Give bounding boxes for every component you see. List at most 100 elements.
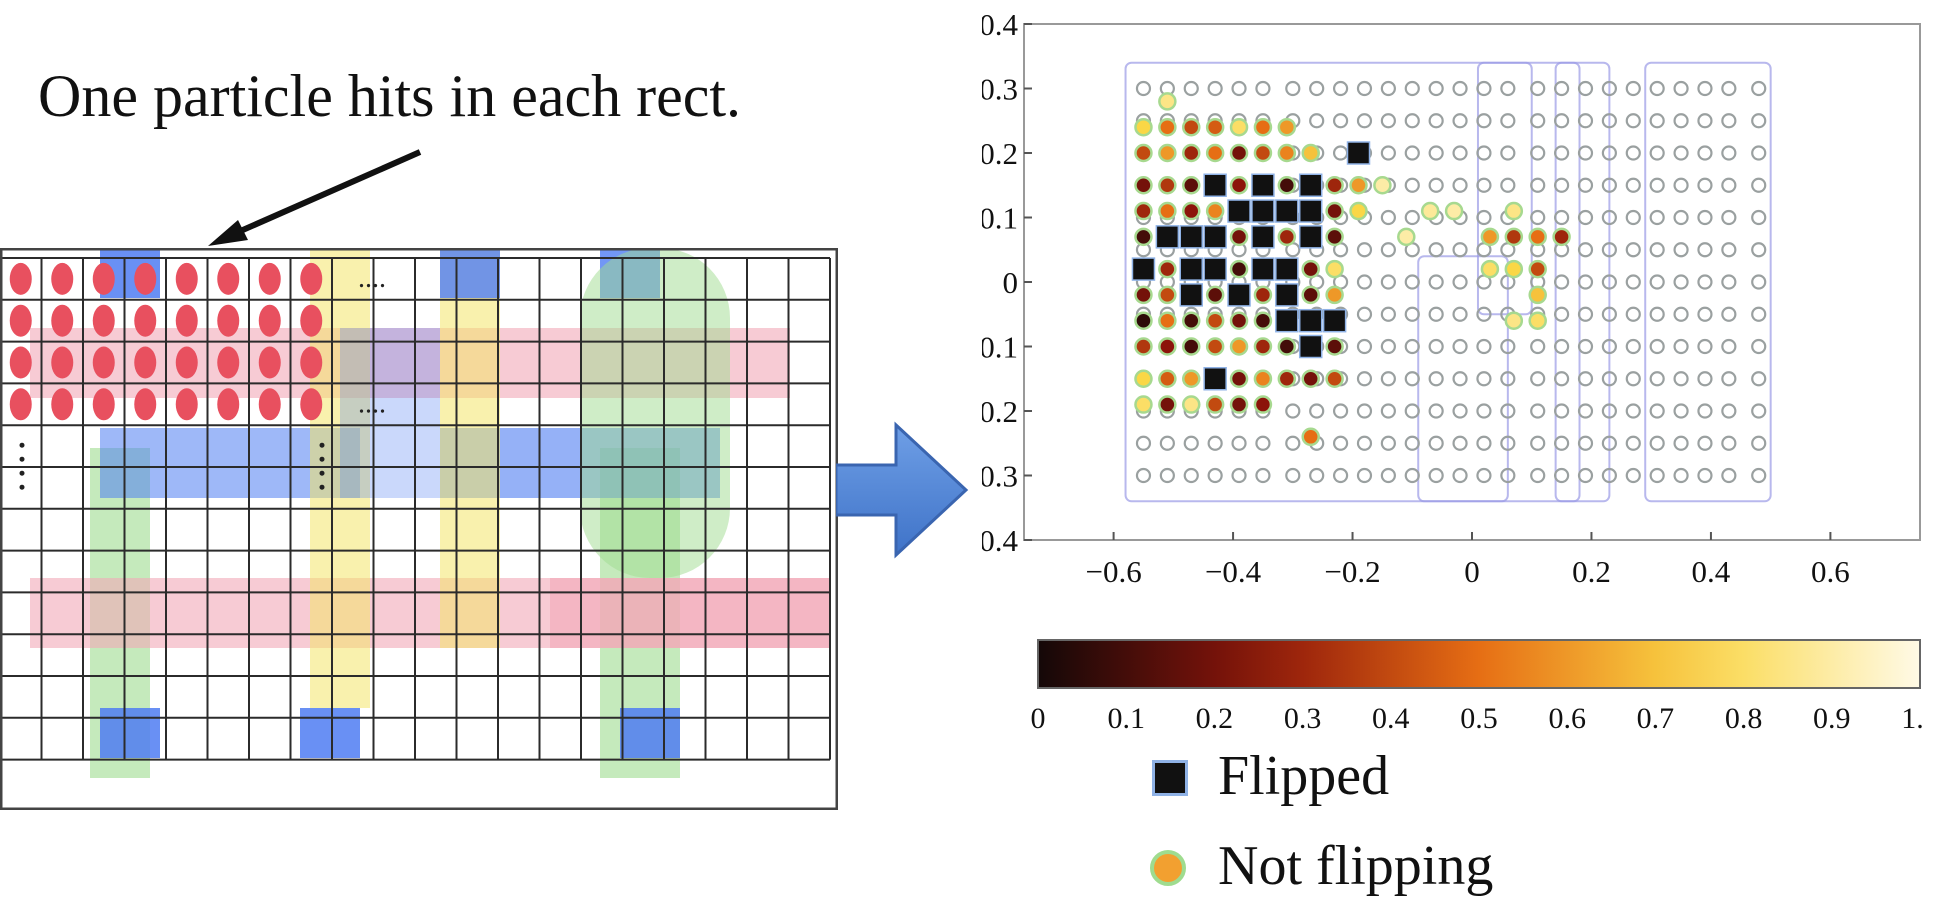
- grid-site: [1697, 338, 1713, 355]
- not-flipping-point: [1134, 311, 1153, 330]
- grid-site: [1673, 242, 1689, 258]
- not-flipping-point: [1301, 369, 1320, 388]
- colorbar-tick-label: 0.3: [1284, 702, 1322, 735]
- grid-site: [1721, 306, 1737, 322]
- grid-site: [1332, 435, 1349, 451]
- grid-site: [1285, 80, 1301, 97]
- colorbar-tick-label: 0.6: [1548, 702, 1586, 735]
- grid-site: [1476, 435, 1492, 451]
- not-flipping-point: [1182, 337, 1201, 356]
- not-flipping-point: [1229, 395, 1249, 414]
- grid-site: [1452, 306, 1468, 322]
- grid-site: [1356, 306, 1373, 322]
- grid-site: [1530, 113, 1546, 129]
- x-tick-label: 0.6: [1811, 554, 1850, 589]
- grid-site: [1404, 403, 1420, 419]
- grid-site: [1530, 209, 1546, 226]
- grid-site: [1751, 306, 1767, 322]
- grid-site: [1428, 467, 1444, 484]
- grid-site: [1649, 371, 1665, 387]
- particle-dot: [258, 304, 281, 337]
- flipped-point: [1298, 225, 1323, 249]
- x-tick-label: −0.4: [1205, 554, 1262, 589]
- grid-site: [1721, 371, 1737, 387]
- particle-dot: [134, 388, 157, 421]
- not-flipping-point: [1301, 285, 1320, 305]
- grid-site: [1751, 80, 1767, 97]
- not-flipping-point: [1134, 176, 1153, 195]
- not-flipping-point: [1229, 227, 1249, 247]
- not-flipping-point: [1182, 369, 1201, 388]
- grid-site: [1476, 371, 1492, 387]
- grid-site: [1553, 467, 1570, 484]
- grid-site: [1721, 242, 1737, 258]
- not-flipping-point: [1134, 369, 1153, 388]
- not-flipping-point: [1325, 337, 1344, 356]
- grid-site: [1356, 113, 1373, 129]
- flipped-point: [1251, 225, 1275, 249]
- grid-site: [1577, 209, 1594, 226]
- legend-not-flipping-marker: [1150, 850, 1186, 886]
- not-flipping-point: [1480, 259, 1500, 279]
- layout-region: [440, 248, 500, 298]
- grid-site: [1751, 467, 1767, 484]
- not-flipping-point: [1301, 143, 1320, 163]
- grid-site: [1601, 113, 1617, 129]
- grid-site: [1428, 338, 1444, 355]
- not-flipping-point: [1325, 201, 1344, 221]
- grid-site: [1697, 371, 1713, 387]
- grid-site: [1356, 403, 1373, 419]
- layout-region: [100, 708, 160, 758]
- grid-site: [1231, 435, 1247, 451]
- not-flipping-point: [1277, 369, 1297, 388]
- grid-site: [1577, 177, 1594, 193]
- grid-site: [1428, 80, 1444, 97]
- not-flipping-point: [1504, 259, 1524, 279]
- grid-site: [1577, 145, 1594, 161]
- not-flipping-point: [1325, 369, 1344, 388]
- grid-site: [1207, 435, 1223, 451]
- not-flipping-point: [1134, 117, 1153, 137]
- grid-site: [1530, 467, 1546, 484]
- grid-site: [1428, 435, 1444, 451]
- grid-site: [1625, 403, 1641, 419]
- colorbar-tick-label: 0.7: [1637, 702, 1675, 735]
- grid-site: [1721, 113, 1737, 129]
- grid-site: [1530, 338, 1546, 355]
- particle-dot: [300, 262, 323, 295]
- grid-site: [1697, 177, 1713, 193]
- vertical-ellipsis-dot: [319, 470, 325, 476]
- x-tick-label: −0.2: [1324, 554, 1380, 589]
- legend-not-flipping-label: Not flipping: [1218, 835, 1494, 897]
- grid-site: [1697, 306, 1713, 322]
- legend-flipped-label: Flipped: [1218, 745, 1390, 807]
- flipped-point: [1155, 225, 1180, 249]
- grid-site: [1649, 242, 1665, 258]
- grid-site: [1207, 467, 1223, 484]
- colorbar-tick-label: 0: [1031, 702, 1046, 735]
- grid-site: [1380, 467, 1396, 484]
- grid-site: [1476, 113, 1492, 129]
- grid-site: [1380, 338, 1396, 355]
- grid-site: [1601, 274, 1617, 290]
- particle-dot: [51, 304, 74, 337]
- grid-site: [1476, 403, 1492, 419]
- particle-dot: [300, 304, 323, 337]
- legend-flipped-marker: [1152, 760, 1188, 796]
- grid-site: [1530, 177, 1546, 193]
- grid-site: [1428, 371, 1444, 387]
- not-flipping-point: [1420, 201, 1440, 221]
- grid-site: [1476, 145, 1492, 161]
- not-flipping-point: [1480, 227, 1500, 247]
- ellipsis-mark: ....: [358, 388, 386, 419]
- not-flipping-point: [1205, 201, 1225, 221]
- not-flipping-point: [1158, 201, 1177, 221]
- grid-site: [1751, 242, 1767, 258]
- grid-site: [1649, 113, 1665, 129]
- grid-site: [1625, 274, 1641, 290]
- grid-site: [1553, 435, 1570, 451]
- grid-site: [1649, 274, 1665, 290]
- grid-site: [1255, 435, 1271, 451]
- grid-site: [1356, 80, 1373, 97]
- not-flipping-point: [1229, 176, 1249, 195]
